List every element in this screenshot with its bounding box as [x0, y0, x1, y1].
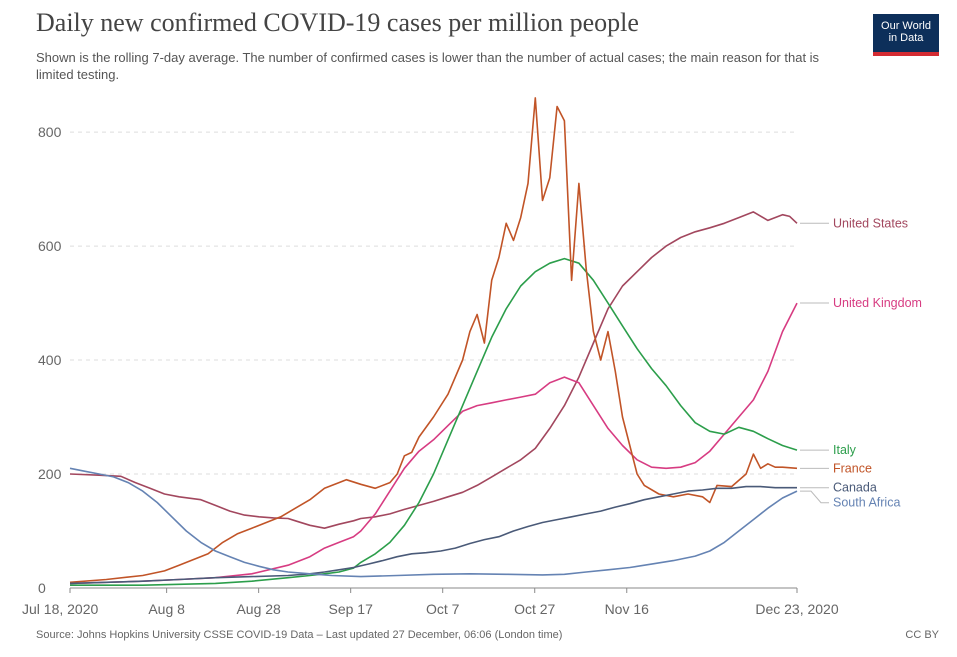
- y-axis-ticks: 0 200 400 600 800: [38, 124, 62, 596]
- y-tick-label: 400: [38, 352, 62, 368]
- label-connector: [800, 490, 829, 504]
- x-tick-label: Oct 27: [514, 601, 555, 617]
- chart-subtitle: Shown is the rolling 7-day average. The …: [36, 50, 820, 82]
- series-label-united-kingdom: United Kingdom: [833, 296, 922, 310]
- series-line-united-states: [69, 211, 798, 529]
- series-line-south-africa: [69, 467, 798, 578]
- x-axis-ticks: Jul 18, 2020 Aug 8 Aug 28 Sep 17 Oct 7 Oct 27…: [22, 588, 839, 617]
- series-line-italy: [70, 257, 798, 586]
- x-tick-label: Sep 17: [328, 601, 373, 617]
- series-label-france: France: [833, 461, 872, 475]
- x-tick-label: Aug 8: [148, 601, 185, 617]
- series-line-united-kingdom: [69, 302, 798, 585]
- owid-logo[interactable]: Our World in Data: [873, 14, 939, 56]
- series-line-france: [69, 97, 798, 584]
- series-label-south-africa: South Africa: [833, 496, 900, 510]
- y-tick-label: 600: [38, 238, 62, 254]
- series-labels: United States United Kingdom Italy France Ca…: [800, 216, 922, 510]
- logo-line-2: in Data: [888, 32, 924, 44]
- series-label-italy: Italy: [833, 443, 857, 457]
- y-tick-label: 0: [38, 580, 46, 596]
- license-link[interactable]: CC BY: [905, 629, 939, 641]
- x-tick-label: Dec 23, 2020: [755, 601, 838, 617]
- series-lines: [69, 97, 798, 586]
- x-tick-label: Jul 18, 2020: [22, 601, 98, 617]
- y-tick-label: 800: [38, 124, 62, 140]
- series-label-canada: Canada: [833, 481, 877, 495]
- chart-title: Daily new confirmed COVID-19 cases per m…: [36, 8, 639, 37]
- x-tick-label: Aug 28: [236, 601, 281, 617]
- series-label-united-states: United States: [833, 216, 908, 230]
- logo-line-1: Our World: [881, 20, 931, 32]
- source-note[interactable]: Source: Johns Hopkins University CSSE CO…: [36, 629, 563, 641]
- x-tick-label: Oct 7: [426, 601, 460, 617]
- y-tick-label: 200: [38, 466, 62, 482]
- grid-lines: [70, 131, 797, 589]
- x-tick-label: Nov 16: [605, 601, 650, 617]
